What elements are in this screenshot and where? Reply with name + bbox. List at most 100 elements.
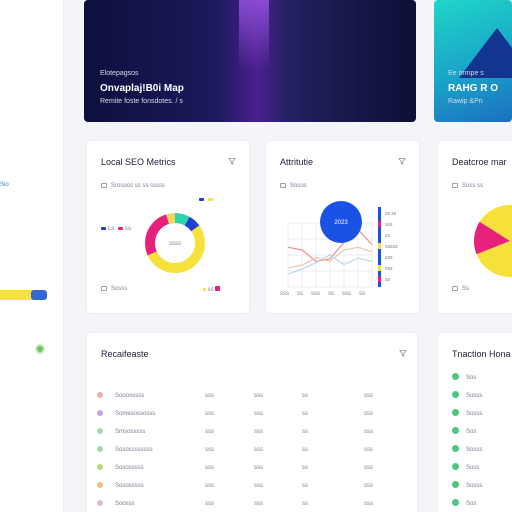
card-title: Deatcroe mar: [452, 157, 507, 167]
status-dot-icon: [452, 481, 459, 488]
cell-c2: sss: [205, 429, 214, 435]
card-title: Tnaction Hona: [452, 349, 511, 359]
table-row[interactable]: Sososssss sss sss ss sss: [97, 477, 404, 495]
sidebar-progress-fill: [30, 290, 47, 300]
list-item-label: Sosss: [466, 447, 483, 453]
legend-item: ss ss: [385, 211, 397, 217]
donut-segment-0[interactable]: [145, 213, 205, 273]
hero-banner-map[interactable]: Elotepagsos Onvaplaj!B0i Map Remite fost…: [84, 0, 416, 122]
filter-icon[interactable]: [398, 349, 408, 359]
legend-swatch: [378, 243, 381, 249]
table-row[interactable]: Sosossssssss sss sss ss sss: [97, 441, 404, 459]
x-tick-label: ss: [359, 291, 365, 297]
status-dot-icon: [452, 463, 459, 470]
cell-c4: ss: [302, 501, 308, 507]
hero-eyebrow: Elotepagsos: [100, 70, 139, 77]
cell-c3: sss: [254, 429, 263, 435]
hero-subtitle: Rawip &Pn: [448, 98, 483, 105]
records-card: Recaifeaste Sooososss sss sss ss sss Somesoss…: [86, 332, 418, 512]
list-item[interactable]: Soss: [452, 463, 482, 481]
cell-c5: sss: [364, 447, 373, 453]
cell-name: Sooososss: [115, 393, 145, 399]
legend-item: sss: [385, 255, 393, 261]
cell-name: Sososssss: [115, 483, 144, 489]
filter-icon[interactable]: [227, 157, 237, 167]
pie-slice-1[interactable]: [474, 221, 510, 255]
table-row[interactable]: Smsosssss sss sss ss sss: [97, 423, 404, 441]
cell-name: Sososssss: [115, 465, 144, 471]
x-tick-label: sss: [311, 291, 320, 297]
donut-segment-3[interactable]: [145, 213, 205, 273]
card-footer: Ss: [452, 286, 469, 292]
cell-c2: sss: [205, 447, 214, 453]
legend-swatch: [215, 286, 221, 291]
legend-item: sss: [385, 266, 393, 272]
status-dot-icon: [35, 344, 45, 354]
card-footer: Sosss: [101, 286, 127, 292]
card-meta: Soss ss: [452, 183, 483, 189]
records-table: Sooososss sss sss ss sss Somesossosss sss sss ss…: [97, 387, 404, 512]
x-tick-label: sss: [342, 291, 351, 297]
local-seo-metrics-card: Local SEO Metrics Srosoos ss ss sssss Ls…: [86, 140, 250, 314]
cell-c3: sss: [254, 501, 263, 507]
x-tick-label: ss: [297, 291, 303, 297]
legend-swatch: [203, 288, 206, 291]
hero-title: Onvaplaj!B0i Map: [100, 83, 184, 94]
hero-banner-secondary[interactable]: Ee ormpe s RAHG R O Rawip &Pn: [434, 0, 512, 122]
table-row[interactable]: Sooososss sss sss ss sss: [97, 387, 404, 405]
table-row[interactable]: Sososssss sss sss ss sss: [97, 459, 404, 477]
seo-donut-chart: ssss: [145, 213, 205, 273]
pie-slice-0[interactable]: [476, 205, 512, 277]
cell-name: Sosossssssss: [115, 447, 153, 453]
cell-c2: sss: [205, 411, 214, 417]
cell-c5: sss: [364, 411, 373, 417]
list-item[interactable]: Sosss: [452, 409, 482, 427]
cell-c3: sss: [254, 393, 263, 399]
highlight-bubble[interactable]: [320, 201, 362, 243]
hero-subtitle: Remite foste fonsdotes. / s: [100, 98, 183, 105]
filter-icon[interactable]: [397, 157, 407, 167]
cell-c3: sss: [254, 447, 263, 453]
series-line-2[interactable]: [287, 254, 373, 275]
series-line-1[interactable]: [287, 246, 373, 269]
cell-c4: ss: [302, 465, 308, 471]
donut-hole: [156, 224, 194, 262]
legend-item: sssss: [385, 244, 398, 250]
legend-swatch: [378, 254, 381, 260]
list-item[interactable]: Sosss: [452, 391, 482, 409]
legend-swatch: [378, 265, 381, 271]
table-row[interactable]: Soosss sss sss ss sss: [97, 495, 404, 512]
list-item[interactable]: Sos: [452, 373, 482, 391]
list-item[interactable]: Sosss: [452, 481, 482, 499]
legend-swatch: [208, 198, 213, 201]
status-dot-icon: [452, 499, 459, 506]
list-item-label: Soss: [466, 465, 480, 471]
legend-swatch: [101, 227, 106, 230]
list-item-label: Sos: [466, 375, 477, 381]
list-item[interactable]: Sos: [452, 499, 482, 512]
donut-segment-2[interactable]: [145, 213, 205, 273]
legend-swatch: [118, 227, 124, 230]
row-status-cell: [97, 405, 115, 423]
sidebar-link[interactable]: Sio: [0, 182, 9, 188]
table-row[interactable]: Somesossosss sss sss ss sss: [97, 405, 404, 423]
list-item[interactable]: Sosss: [452, 445, 482, 463]
legend-swatch: [378, 276, 381, 282]
card-meta: Sosos: [280, 183, 307, 189]
mountain-shape: [459, 28, 512, 78]
list-item[interactable]: Sos: [452, 427, 482, 445]
status-dot-icon: [97, 446, 103, 452]
cell-c2: sss: [205, 501, 214, 507]
calendar-icon: [101, 286, 107, 291]
legend-item: ss: [385, 277, 391, 283]
card-meta: Srosoos ss ss sssss: [101, 183, 165, 189]
legend-swatch: [378, 232, 381, 238]
status-dot-icon: [97, 464, 103, 470]
card-title: Attritutie: [280, 157, 314, 167]
cell-c5: sss: [364, 501, 373, 507]
status-dot-icon: [452, 373, 459, 380]
cell-c4: ss: [302, 411, 308, 417]
cell-name: Smsosssss: [115, 429, 146, 435]
demographics-pie-chart: [474, 205, 512, 277]
top-list: Sos Sosss Sosss Sos Sosss Soss Sosss Sos: [452, 373, 482, 512]
